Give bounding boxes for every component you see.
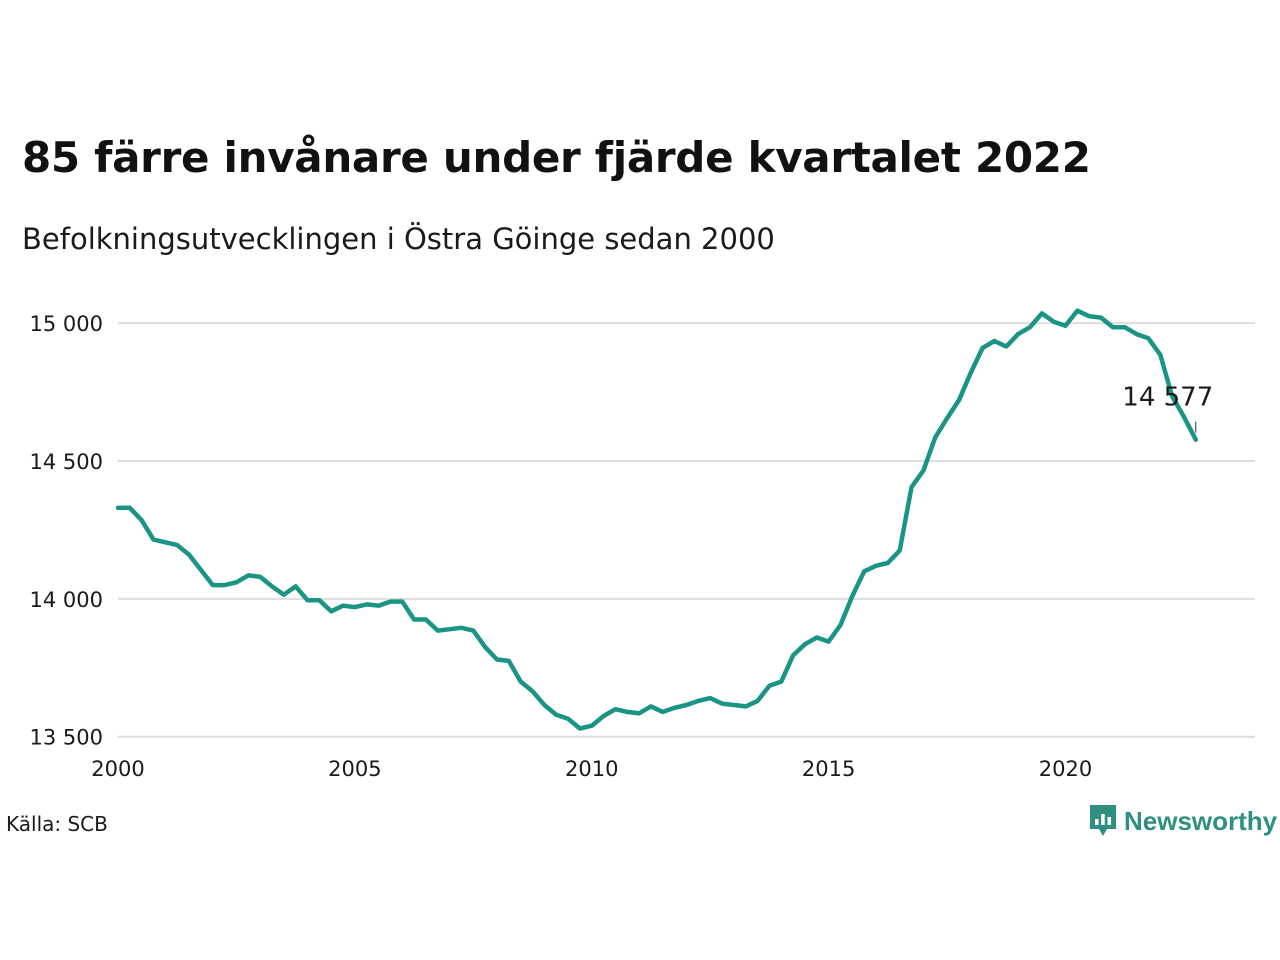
annotation-layer: 14 577 [1122, 383, 1213, 433]
last-value-label: 14 577 [1122, 383, 1213, 413]
x-tick-label: 2020 [1039, 757, 1092, 781]
y-axis-tick-labels: 13 500 14 000 14 500 15 000 [30, 312, 103, 750]
y-tick-label: 13 500 [30, 726, 103, 750]
brand-name: Newsworthy [1124, 805, 1278, 836]
y-tick-label: 14 000 [30, 588, 103, 612]
x-axis-tick-labels: 2000 2005 2010 2015 2020 [91, 757, 1092, 781]
x-tick-label: 2000 [91, 757, 144, 781]
x-tick-label: 2015 [802, 757, 855, 781]
y-tick-label: 15 000 [30, 312, 103, 336]
source-credit: Källa: SCB [6, 812, 108, 836]
series-layer [115, 308, 1199, 731]
brand-logo[interactable]: Newsworthy [1088, 803, 1277, 839]
chart-subtitle: Befolkningsutvecklingen i Östra Göinge s… [22, 222, 775, 256]
newsworthy-logo-icon [1090, 805, 1116, 836]
grid-lines [118, 322, 1255, 738]
x-tick-label: 2005 [328, 757, 381, 781]
y-tick-label: 14 500 [30, 450, 103, 474]
series-line-0 [115, 308, 1199, 731]
x-tick-label: 2010 [565, 757, 618, 781]
chart-title: 85 färre invånare under fjärde kvartalet… [22, 133, 1091, 182]
